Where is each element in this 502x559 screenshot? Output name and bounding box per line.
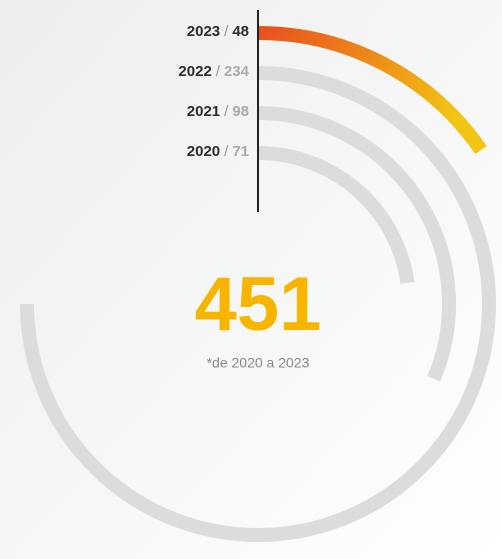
arc [257,146,415,284]
arc [257,106,456,382]
year: 2021 [187,103,220,120]
value: 48 [232,23,249,40]
separator: / [224,143,229,160]
arc [257,26,487,155]
arc-label: 2021/98 [187,103,249,120]
year: 2020 [187,143,220,160]
value: 234 [224,63,250,80]
year: 2023 [187,23,220,40]
year: 2022 [178,63,211,80]
value: 98 [232,103,249,120]
arc-label: 2023/48 [187,23,249,40]
separator: / [216,63,221,80]
value: 71 [232,143,249,160]
total: 451 [195,262,322,347]
separator: / [224,23,229,40]
separator: / [224,103,229,120]
arc-label: 2020/71 [187,143,249,160]
note: *de 2020 a 2023 [207,355,310,371]
arc [20,66,496,542]
arc-label: 2022 /234 [178,63,249,80]
